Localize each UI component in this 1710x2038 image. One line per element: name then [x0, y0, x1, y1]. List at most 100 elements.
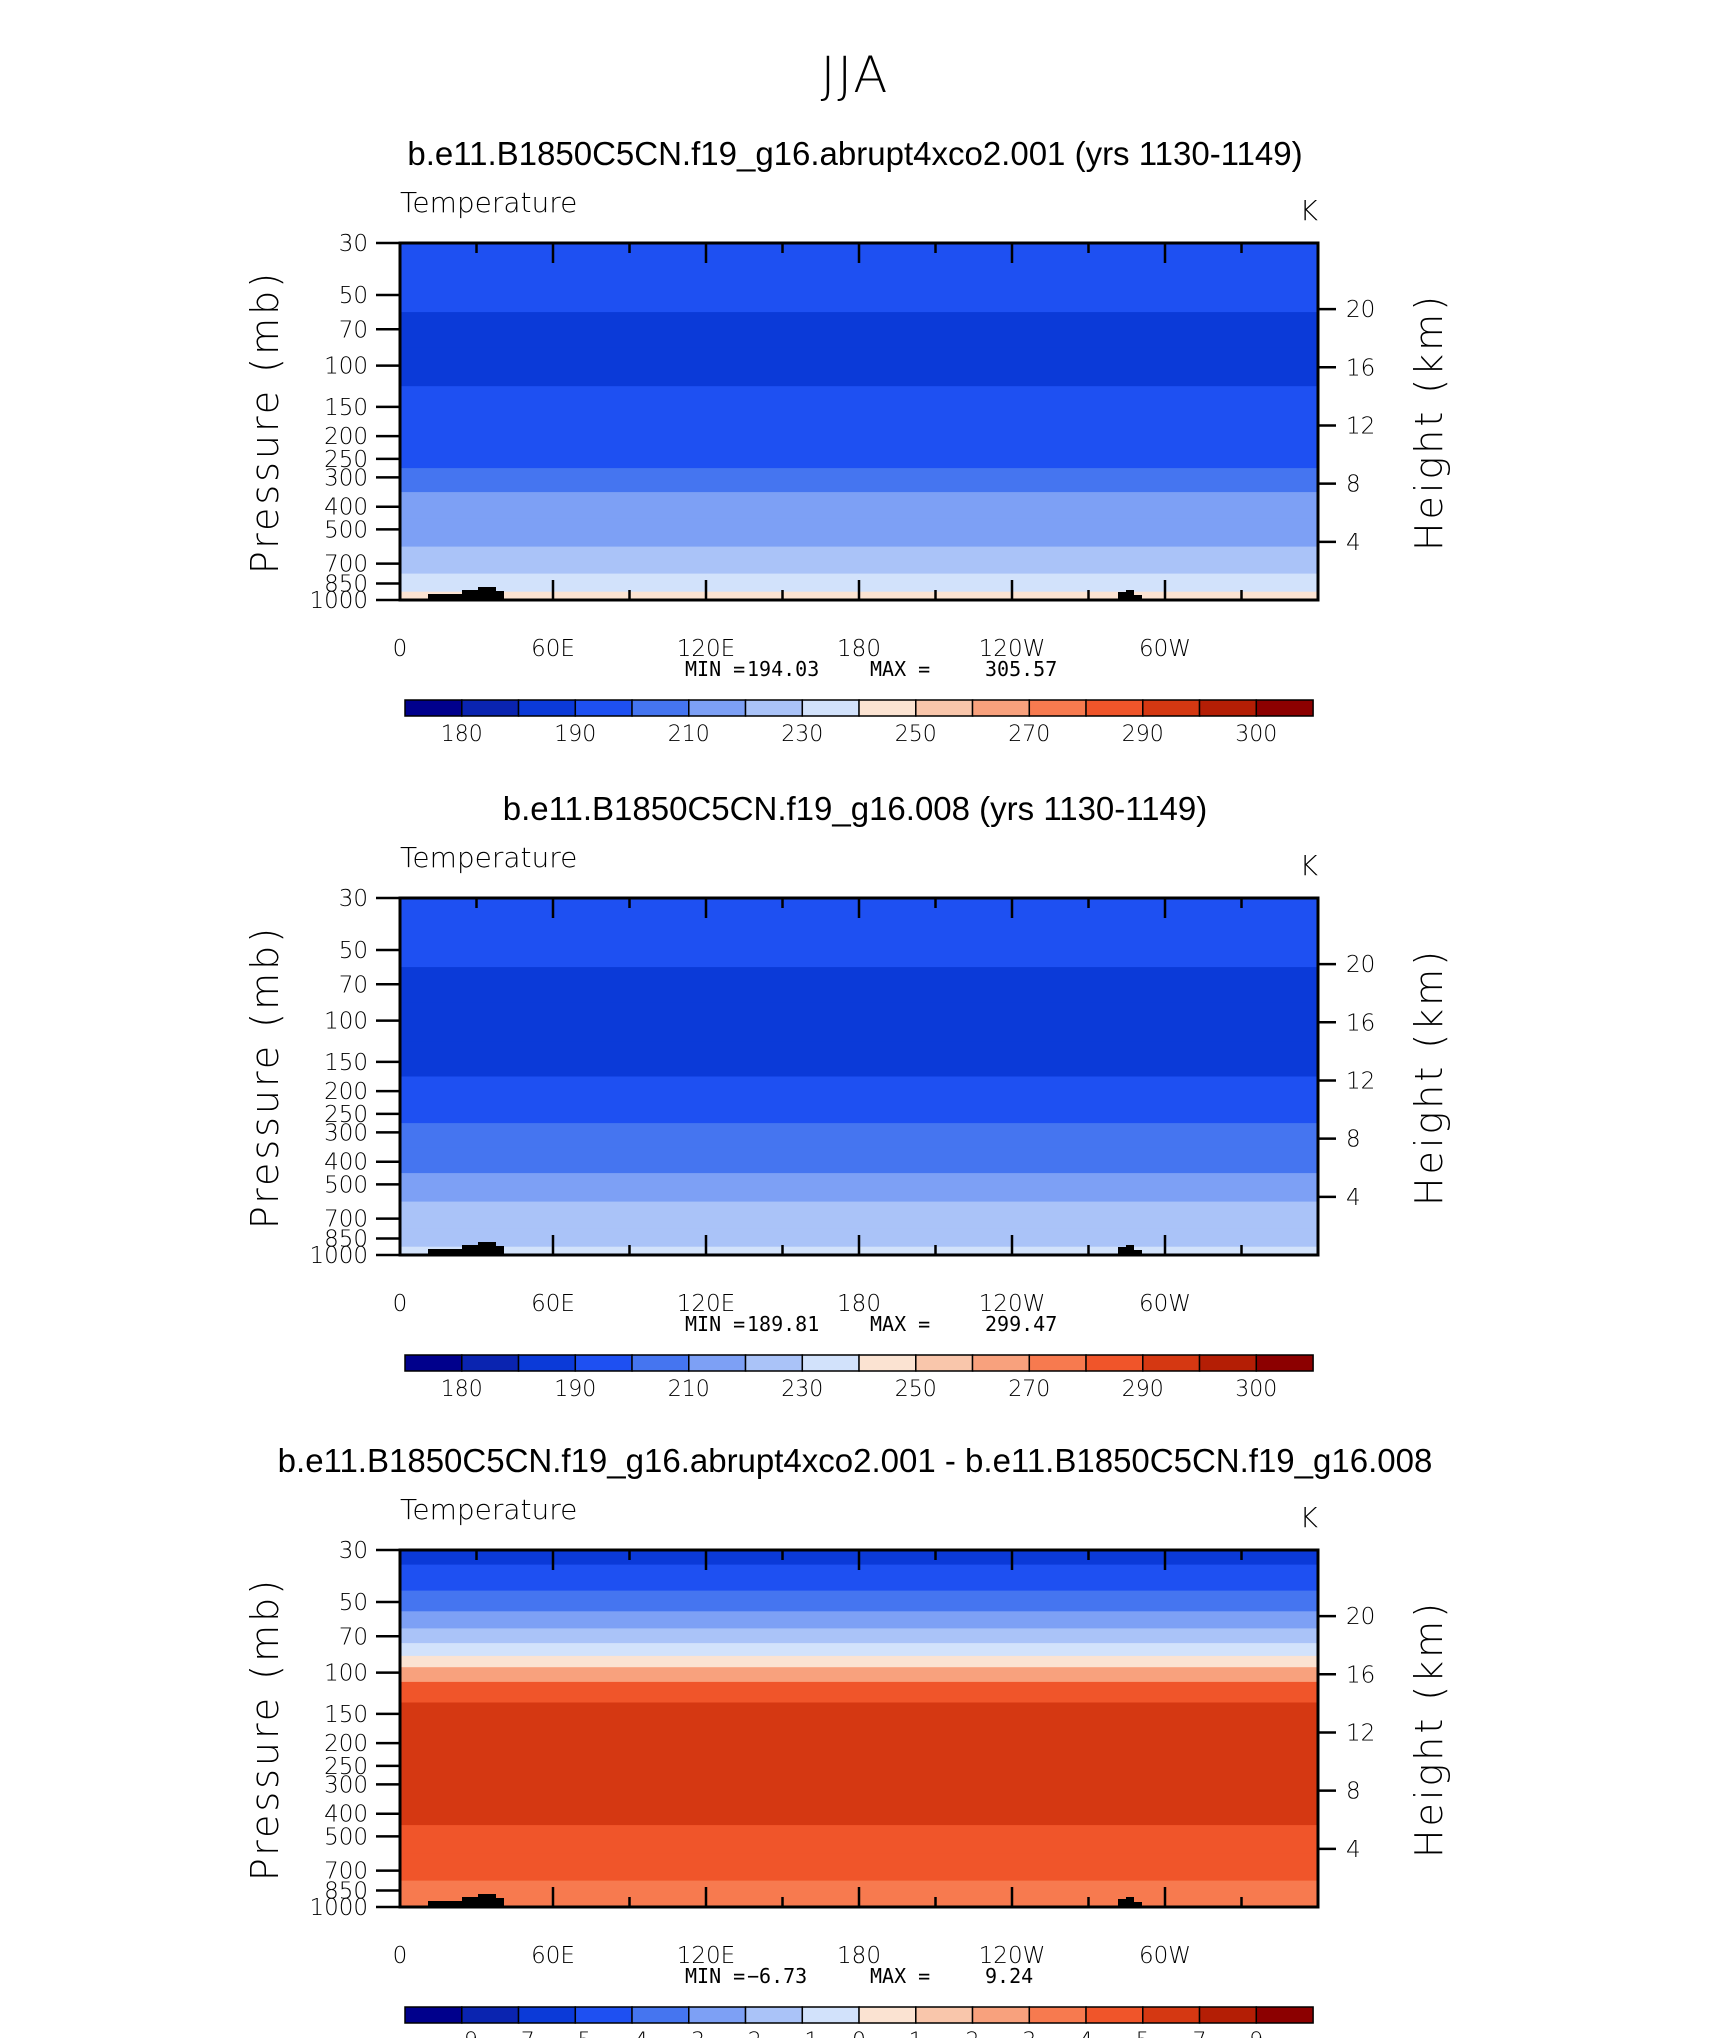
- colorbar-cell: [1255, 699, 1314, 717]
- colorbar-cell: [1028, 1354, 1087, 1372]
- y-tick-label: 30: [339, 231, 368, 257]
- field-band: [400, 1667, 1318, 1683]
- colorbar-cell: [801, 1354, 860, 1372]
- x-tick-label: 180: [837, 1291, 881, 1317]
- colorbar-label: 190: [554, 1377, 596, 1402]
- field-band: [400, 1041, 1318, 1078]
- y-tick-label: 300: [324, 1772, 368, 1798]
- height-tick-label: 16: [1346, 1662, 1375, 1688]
- colorbar-cell: [574, 2006, 633, 2024]
- height-tick-label: 12: [1346, 1720, 1375, 1746]
- x-tick-label: 60W: [1139, 1943, 1191, 1969]
- y-tick-label: 700: [324, 1859, 368, 1885]
- y-tick-label: 500: [324, 1824, 368, 1850]
- field-band: [400, 1643, 1318, 1657]
- colorbar-cell: [574, 1354, 633, 1372]
- colorbar-cell: [461, 1354, 520, 1372]
- colorbar-cell: [1142, 2006, 1201, 2024]
- colorbar-label: 270: [1008, 1377, 1050, 1402]
- colorbar-label: 190: [554, 722, 596, 747]
- x-tick-label: 0: [393, 636, 408, 662]
- field-band: [400, 1728, 1318, 1756]
- colorbar-cell: [971, 2006, 1031, 2024]
- units-label: K: [1300, 1501, 1319, 1534]
- y-tick-label: 200: [324, 424, 368, 450]
- field-band: [400, 546, 1318, 575]
- units-label: K: [1300, 849, 1319, 882]
- height-tick-label: 16: [1346, 1010, 1375, 1036]
- y-tick-label: 100: [324, 1009, 368, 1035]
- colorbar-label: 300: [1235, 722, 1277, 747]
- units-label: K: [1300, 194, 1319, 227]
- y-tick-label: 150: [324, 395, 368, 421]
- x-tick-label: 120W: [979, 1291, 1046, 1317]
- colorbar-label: 4: [1079, 2029, 1093, 2038]
- y-tick-label: 70: [339, 972, 368, 998]
- colorbar-label: 210: [668, 722, 710, 747]
- colorbar-label: 250: [895, 1377, 937, 1402]
- colorbar-label: −5: [559, 2029, 591, 2038]
- colorbar-cell: [1198, 2006, 1258, 2024]
- y-tick-label: 700: [324, 1207, 368, 1233]
- terrain-africa: [428, 1242, 504, 1255]
- height-tick-label: 20: [1346, 1604, 1375, 1630]
- field-band: [400, 1173, 1318, 1203]
- y-tick-label: 70: [339, 317, 368, 343]
- y-axis-label-right: Height (km): [1407, 1600, 1451, 1858]
- colorbar-cell: [688, 2006, 747, 2024]
- colorbar-label: 0: [852, 2029, 866, 2038]
- colorbar-cell: [404, 2006, 463, 2024]
- max-value: 9.24: [985, 1964, 1033, 1988]
- field-band: [400, 1123, 1318, 1148]
- colorbar-cell: [858, 699, 917, 717]
- field-band: [400, 347, 1318, 387]
- colorbar-label: −7: [502, 2029, 534, 2038]
- max-label: MAX =: [870, 1312, 930, 1336]
- field-band: [400, 421, 1318, 449]
- colorbar-cell: [744, 1354, 804, 1372]
- min-label: MIN =: [685, 657, 745, 681]
- x-tick-label: 60W: [1139, 1291, 1191, 1317]
- field-band: [400, 1628, 1318, 1644]
- x-tick-label: 60E: [531, 636, 575, 662]
- chart-panel-difference: b.e11.B1850C5CN.f19_g16.abrupt4xco2.001 …: [243, 1442, 1451, 2038]
- colorbar-cell: [915, 699, 974, 717]
- colorbar-cell: [915, 1354, 974, 1372]
- y-tick-label: 200: [324, 1731, 368, 1757]
- x-tick-label: 120E: [677, 1291, 735, 1317]
- y-tick-label: 1000: [309, 588, 368, 614]
- max-label: MAX =: [870, 1964, 930, 1988]
- x-tick-label: 180: [837, 1943, 881, 1969]
- y-tick-label: 70: [339, 1624, 368, 1650]
- y-tick-label: 1000: [309, 1243, 368, 1269]
- height-tick-label: 8: [1346, 1779, 1361, 1805]
- height-tick-label: 4: [1346, 530, 1361, 556]
- y-tick-label: 30: [339, 1538, 368, 1564]
- colorbar-label: 2: [966, 2029, 980, 2038]
- colorbar-cell: [461, 699, 520, 717]
- colorbar-label: 7: [1193, 2029, 1207, 2038]
- y-tick-label: 700: [324, 552, 368, 578]
- colorbar-cell: [1198, 1354, 1258, 1372]
- colorbar-cell: [688, 699, 747, 717]
- figure-title: JJA: [820, 46, 890, 104]
- colorbar-cell: [1142, 1354, 1201, 1372]
- colorbar-label: −3: [673, 2029, 705, 2038]
- colorbar-label: 5: [1136, 2029, 1150, 2038]
- y-tick-label: 850: [324, 571, 368, 597]
- y-tick-label: 250: [324, 1102, 368, 1128]
- height-tick-label: 8: [1346, 1127, 1361, 1153]
- colorbar-cell: [688, 1354, 747, 1372]
- colorbar-label: 210: [668, 1377, 710, 1402]
- y-tick-label: 50: [339, 1590, 368, 1616]
- y-tick-label: 1000: [309, 1895, 368, 1921]
- y-tick-label: 400: [324, 1150, 368, 1176]
- colorbar-label: 230: [781, 1377, 823, 1402]
- field-band: [400, 1655, 1318, 1668]
- field-band: [400, 312, 1318, 348]
- field-band: [400, 1611, 1318, 1629]
- y-tick-label: 200: [324, 1079, 368, 1105]
- height-tick-label: 16: [1346, 355, 1375, 381]
- colorbar-cell: [1255, 2006, 1314, 2024]
- y-axis-label: Pressure (mb): [243, 270, 287, 574]
